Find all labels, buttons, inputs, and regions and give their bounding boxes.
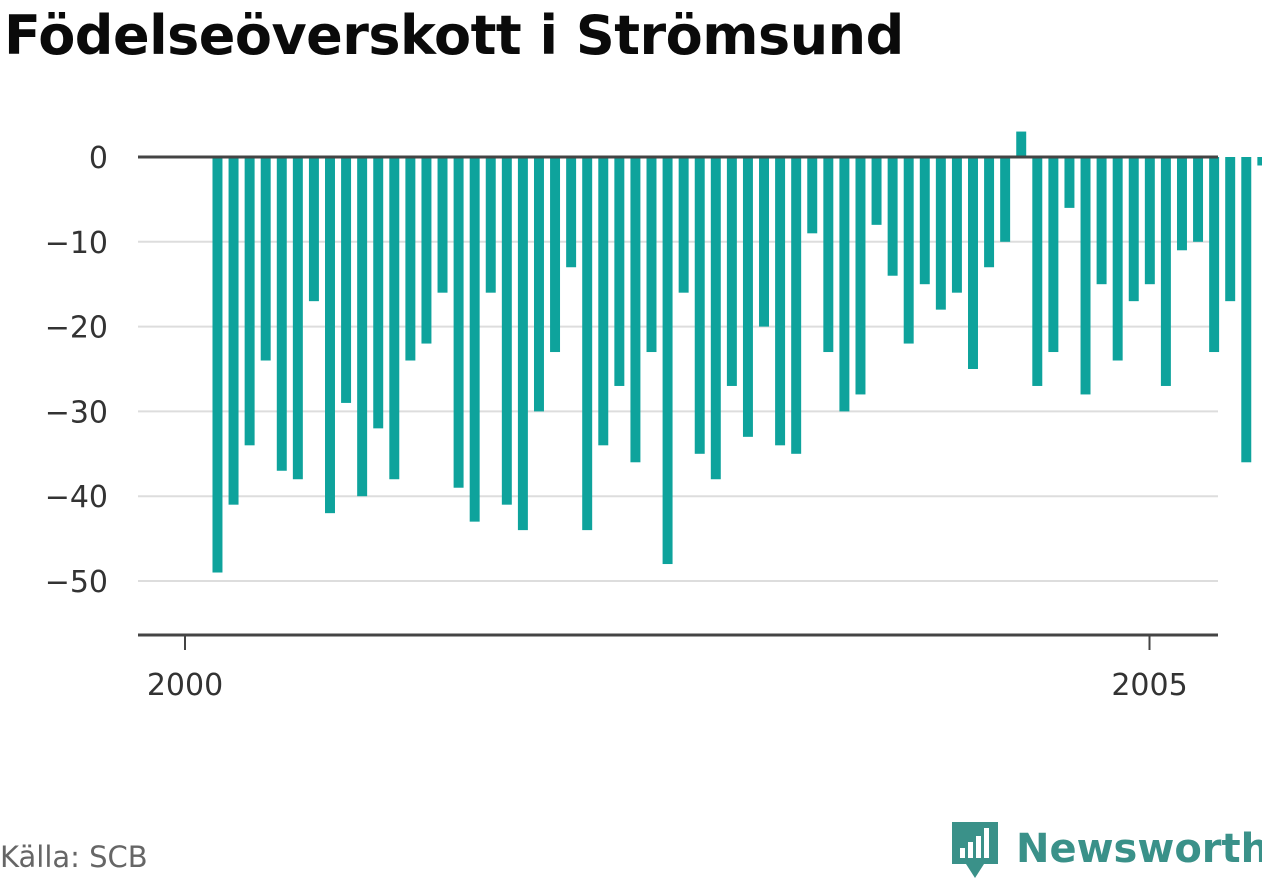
- x-tick-label: 2005: [1111, 668, 1187, 703]
- newsworthy-logo-icon: [952, 822, 998, 878]
- bar: [517, 157, 528, 531]
- bar: [759, 157, 770, 327]
- bar: [469, 157, 480, 522]
- bar: [212, 157, 223, 573]
- bar: [566, 157, 577, 268]
- bar: [726, 157, 737, 386]
- bar: [919, 157, 930, 285]
- bar: [405, 157, 416, 361]
- source-label: Källa: SCB: [0, 840, 148, 874]
- bars: [212, 131, 1262, 573]
- bar: [1000, 157, 1011, 242]
- bar: [325, 157, 335, 514]
- bar: [1032, 157, 1043, 386]
- bar: [1048, 157, 1059, 353]
- y-tick-label: 0: [89, 141, 108, 176]
- chart-title: Födelseöverskott i Strömsund: [4, 4, 904, 67]
- bar: [1080, 157, 1091, 395]
- bar: [807, 157, 818, 234]
- bar: [984, 157, 995, 268]
- y-tick-label: −20: [45, 311, 108, 346]
- bar: [421, 157, 432, 344]
- bar: [1064, 157, 1075, 208]
- bar: [855, 157, 866, 395]
- bar: [871, 157, 882, 225]
- x-tick-label: 2000: [147, 668, 223, 703]
- bar: [1193, 157, 1204, 242]
- bar: [533, 157, 544, 412]
- bar: [1144, 157, 1155, 285]
- bar: [775, 157, 786, 446]
- bar: [1096, 157, 1107, 285]
- bar: [646, 157, 657, 353]
- bar: [437, 157, 448, 293]
- bar: [614, 157, 625, 386]
- bar: [678, 157, 689, 293]
- bar: [357, 157, 368, 497]
- bar: [791, 157, 802, 454]
- bar: [244, 157, 255, 446]
- bar: [1225, 157, 1236, 302]
- bar: [1016, 131, 1027, 157]
- bar: [550, 157, 561, 353]
- bar: [341, 157, 352, 403]
- bar: [742, 157, 753, 437]
- bar: [582, 157, 593, 531]
- bar: [1160, 157, 1171, 386]
- bar-chart: 0−10−20−30−40−50 20002005201020152020202…: [45, 131, 1262, 703]
- x-axis-ticks: 200020052010201520202025: [147, 635, 1188, 703]
- y-tick-label: −40: [45, 480, 108, 515]
- bar: [710, 157, 721, 480]
- bar: [228, 157, 239, 505]
- y-tick-label: −50: [45, 565, 108, 600]
- bar: [1241, 157, 1252, 463]
- bar: [1112, 157, 1123, 361]
- bar: [903, 157, 914, 344]
- y-tick-label: −30: [45, 395, 108, 430]
- bar: [292, 157, 303, 480]
- bar: [501, 157, 512, 505]
- y-tick-label: −10: [45, 226, 108, 261]
- bar: [389, 157, 400, 480]
- bar: [276, 157, 287, 471]
- bar: [694, 157, 705, 454]
- bar: [839, 157, 850, 412]
- bar: [630, 157, 641, 463]
- bar: [887, 157, 898, 276]
- bar: [1209, 157, 1220, 353]
- bar: [1257, 157, 1262, 166]
- bar: [823, 157, 834, 353]
- bar: [308, 157, 319, 302]
- bar: [951, 157, 962, 293]
- bar: [260, 157, 271, 361]
- brand-name: Newsworthy: [1016, 826, 1262, 872]
- bar: [453, 157, 464, 488]
- y-axis-ticks: 0 −10 −20 −30 −40 −50: [45, 141, 108, 600]
- bar: [935, 157, 946, 310]
- bar: [968, 157, 978, 369]
- bar: [373, 157, 384, 429]
- bar: [1128, 157, 1139, 302]
- brand-logo: Newsworthy: [950, 818, 1262, 880]
- bar: [662, 157, 673, 565]
- bar: [598, 157, 609, 446]
- bar: [485, 157, 496, 293]
- bar: [1176, 157, 1187, 251]
